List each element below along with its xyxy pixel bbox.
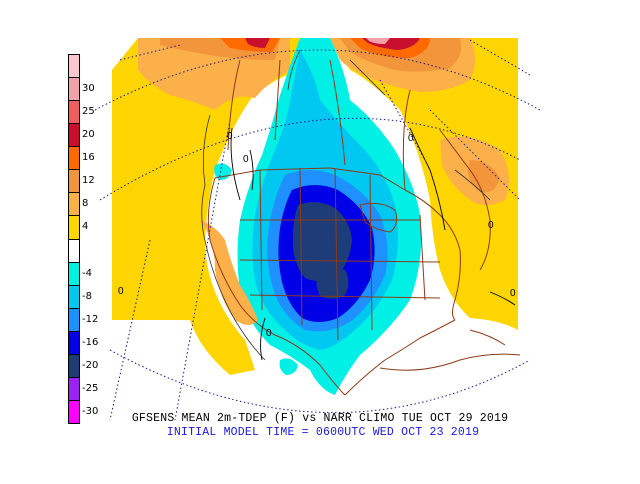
contour-label: 0 xyxy=(510,288,516,299)
color-scale-swatch xyxy=(69,239,79,263)
color-scale-bar xyxy=(68,54,80,424)
color-scale-swatch xyxy=(69,308,79,332)
color-scale-label: 30 xyxy=(82,82,95,94)
contour-label: 0 xyxy=(488,220,494,231)
color-scale-label: -16 xyxy=(82,337,99,349)
color-scale-label: 8 xyxy=(82,198,89,210)
color-scale-swatch xyxy=(69,377,79,401)
color-scale-label: -30 xyxy=(82,406,99,418)
color-scale-swatch xyxy=(69,285,79,309)
contour-label: 0 xyxy=(118,286,124,297)
color-scale-label: -8 xyxy=(82,290,92,302)
color-scale-swatch xyxy=(69,124,79,148)
political-boundaries xyxy=(207,59,521,396)
color-scale-swatch xyxy=(69,55,79,79)
contour-label: 0 xyxy=(227,131,233,142)
color-scale-label: -20 xyxy=(82,360,99,372)
contour-label: 0 xyxy=(408,133,414,144)
color-scale-label: 16 xyxy=(82,152,95,164)
color-scale-swatch xyxy=(69,331,79,355)
color-scale-swatch xyxy=(69,400,79,423)
color-scale-label: 25 xyxy=(82,105,95,117)
color-scale-swatch xyxy=(69,354,79,378)
color-scale-swatch xyxy=(69,262,79,286)
color-scale-swatch xyxy=(69,101,79,125)
color-scale-label: 20 xyxy=(82,128,95,140)
map-title: GFSENS MEAN 2m-TDEP (F) vs NARR CLIMO TU… xyxy=(131,412,509,425)
map-fill-layer xyxy=(112,38,518,410)
model-init-time: INITIAL MODEL TIME = 0600UTC WED OCT 23 … xyxy=(166,426,480,439)
color-scale-label: 4 xyxy=(82,221,89,233)
color-scale-swatch xyxy=(69,193,79,217)
lat-lon-grid xyxy=(94,39,541,421)
color-scale-label: -12 xyxy=(82,313,99,325)
color-scale-swatch xyxy=(69,170,79,194)
color-scale-label: -25 xyxy=(82,383,99,395)
color-scale-swatch xyxy=(69,147,79,171)
color-scale-label: -4 xyxy=(82,267,92,279)
contour-label-group: 0 0 0 0 0 0 0 xyxy=(118,131,516,339)
coastlines xyxy=(201,49,491,361)
zero-contours xyxy=(230,127,516,361)
color-scale-label: 12 xyxy=(82,175,95,187)
contour-label: 0 xyxy=(266,328,272,339)
contour-label: 0 xyxy=(243,154,249,165)
color-scale-swatch xyxy=(69,216,79,240)
color-scale-swatch xyxy=(69,78,79,102)
color-scale-labels: 30 25 20 16 12 8 4 -4 -8 -12 -16 -20 -25 -30 xyxy=(82,54,112,424)
